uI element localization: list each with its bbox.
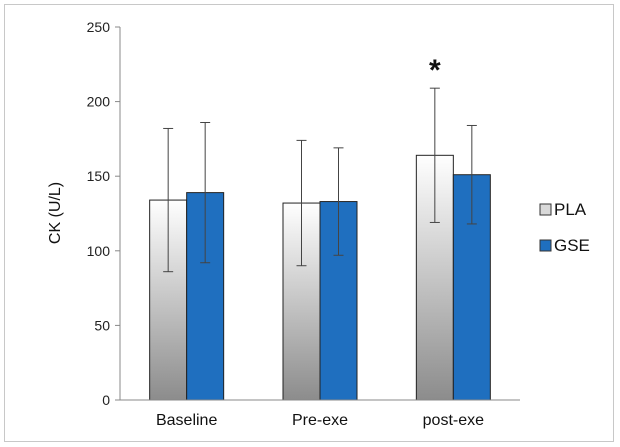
legend-swatch-gse: [539, 239, 552, 252]
y-tick-label: 150: [87, 168, 111, 184]
legend-swatch-pla: [539, 203, 552, 216]
axes-layer: CK (U/L): [47, 27, 520, 401]
legend: PLA GSE: [539, 200, 590, 255]
y-tick-label: 0: [102, 392, 110, 408]
bars-layer: [149, 154, 491, 401]
y-tick-label: 200: [87, 94, 111, 110]
x-category-label: Baseline: [156, 412, 217, 429]
x-categories-layer: Baseline Pre-exe post-exe: [156, 412, 484, 429]
y-tick-label: 250: [87, 19, 111, 35]
error-bars-layer: [163, 87, 477, 273]
y-tick-label: 100: [87, 243, 111, 259]
significance-annotation: *: [429, 54, 441, 87]
y-tick-label: 50: [94, 317, 110, 333]
x-category-label: post-exe: [423, 412, 484, 429]
y-ticks-layer: 0 50 100 150 200 250: [87, 19, 120, 408]
legend-label-pla: PLA: [554, 200, 587, 219]
legend-label-gse: GSE: [554, 236, 590, 255]
x-category-label: Pre-exe: [292, 412, 348, 429]
y-axis-title: CK (U/L): [47, 182, 64, 244]
annotations-layer: *: [429, 54, 441, 87]
